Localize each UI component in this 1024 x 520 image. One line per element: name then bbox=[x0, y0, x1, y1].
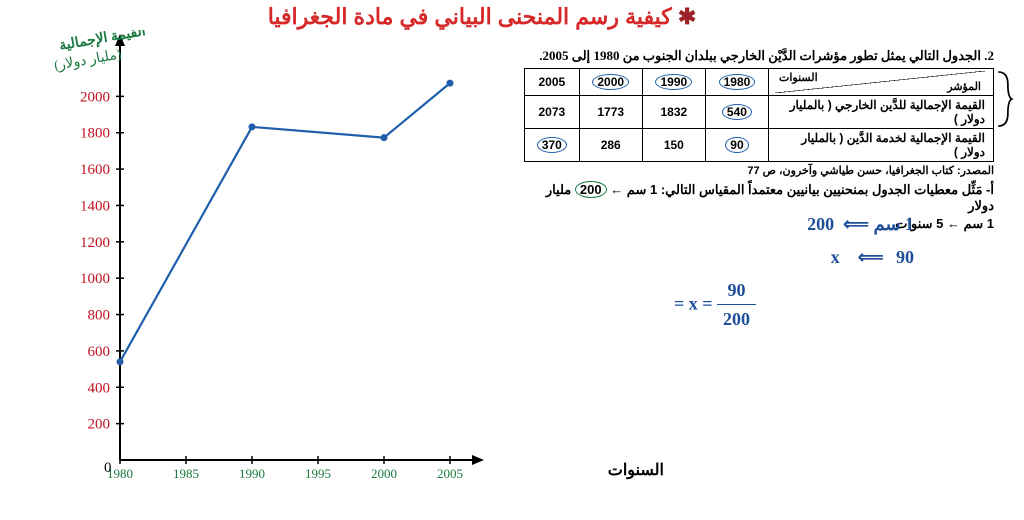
svg-text:0: 0 bbox=[104, 460, 112, 476]
table-cell: 1773 bbox=[579, 96, 642, 129]
svg-text:1000: 1000 bbox=[80, 271, 110, 287]
page-title: ✱ كيفية رسم المنحنى البياني في مادة الجغ… bbox=[0, 4, 964, 30]
table-cell: 370 bbox=[525, 129, 580, 162]
fraction: 90 200 bbox=[717, 276, 756, 335]
row-label: القيمة الإجمالية للدَّين الخارجي ( بالمل… bbox=[769, 96, 994, 129]
svg-text:200: 200 bbox=[88, 417, 111, 433]
note-row: 1 سم ⟸ 200 bbox=[614, 210, 914, 239]
table-cell: 150 bbox=[642, 129, 705, 162]
data-table: السنوات المؤشر 1980 1990 2000 2005 القيم… bbox=[524, 68, 994, 162]
svg-text:600: 600 bbox=[88, 344, 111, 360]
svg-text:1990: 1990 bbox=[239, 466, 265, 481]
x-axis-label: السنوات bbox=[608, 460, 664, 480]
hand-notes: 1 سم ⟸ 200 x ⟸ 90 = x = 90 200 bbox=[614, 210, 914, 338]
table-cell: 540 bbox=[705, 96, 768, 129]
year-cell: 1980 bbox=[705, 69, 768, 96]
year-cell: 2005 bbox=[525, 69, 580, 96]
scale-value: 200 bbox=[575, 181, 607, 198]
arrow-icon: ⟸ bbox=[858, 247, 883, 267]
source-text: المصدر: كتاب الجغرافيا، حسن طياشي وآخرون… bbox=[524, 164, 994, 177]
table-cell: 90 bbox=[705, 129, 768, 162]
title-text: كيفية رسم المنحنى البياني في مادة الجغرا… bbox=[268, 4, 672, 29]
svg-text:1600: 1600 bbox=[80, 162, 110, 178]
row-label: القيمة الإجمالية لخدمة الدَّين ( بالمليا… bbox=[769, 129, 994, 162]
diagonal-header: السنوات المؤشر bbox=[775, 71, 985, 93]
svg-text:2000: 2000 bbox=[371, 466, 397, 481]
header-top: السنوات bbox=[779, 71, 818, 84]
svg-text:1200: 1200 bbox=[80, 235, 110, 251]
svg-text:800: 800 bbox=[88, 308, 111, 324]
question-box: 2. الجدول التالي يمثل تطور مؤشرات الدَّي… bbox=[524, 48, 994, 232]
year-cell: 2000 bbox=[579, 69, 642, 96]
svg-text:2000: 2000 bbox=[80, 89, 110, 105]
svg-text:2005: 2005 bbox=[437, 466, 463, 481]
chart-area: 200 400 600 800 1000 1200 1400 1600 1800 2000 198… bbox=[0, 30, 500, 500]
svg-text:400: 400 bbox=[88, 380, 111, 396]
table-cell: 1832 bbox=[642, 96, 705, 129]
arrow-icon: ⟸ bbox=[843, 214, 869, 234]
svg-text:1800: 1800 bbox=[80, 126, 110, 142]
svg-text:1400: 1400 bbox=[80, 198, 110, 214]
header-left: المؤشر bbox=[947, 80, 981, 93]
note-row: = x = 90 200 bbox=[614, 276, 914, 335]
svg-text:1985: 1985 bbox=[173, 466, 199, 481]
svg-text:1995: 1995 bbox=[305, 466, 331, 481]
table-cell: 286 bbox=[579, 129, 642, 162]
star-icon: ✱ bbox=[678, 4, 696, 29]
note-row: x ⟸ 90 bbox=[614, 243, 914, 272]
year-cell: 1990 bbox=[642, 69, 705, 96]
question-intro: 2. الجدول التالي يمثل تطور مؤشرات الدَّي… bbox=[524, 48, 994, 64]
brace-icon bbox=[994, 70, 1014, 128]
table-cell: 2073 bbox=[525, 96, 580, 129]
